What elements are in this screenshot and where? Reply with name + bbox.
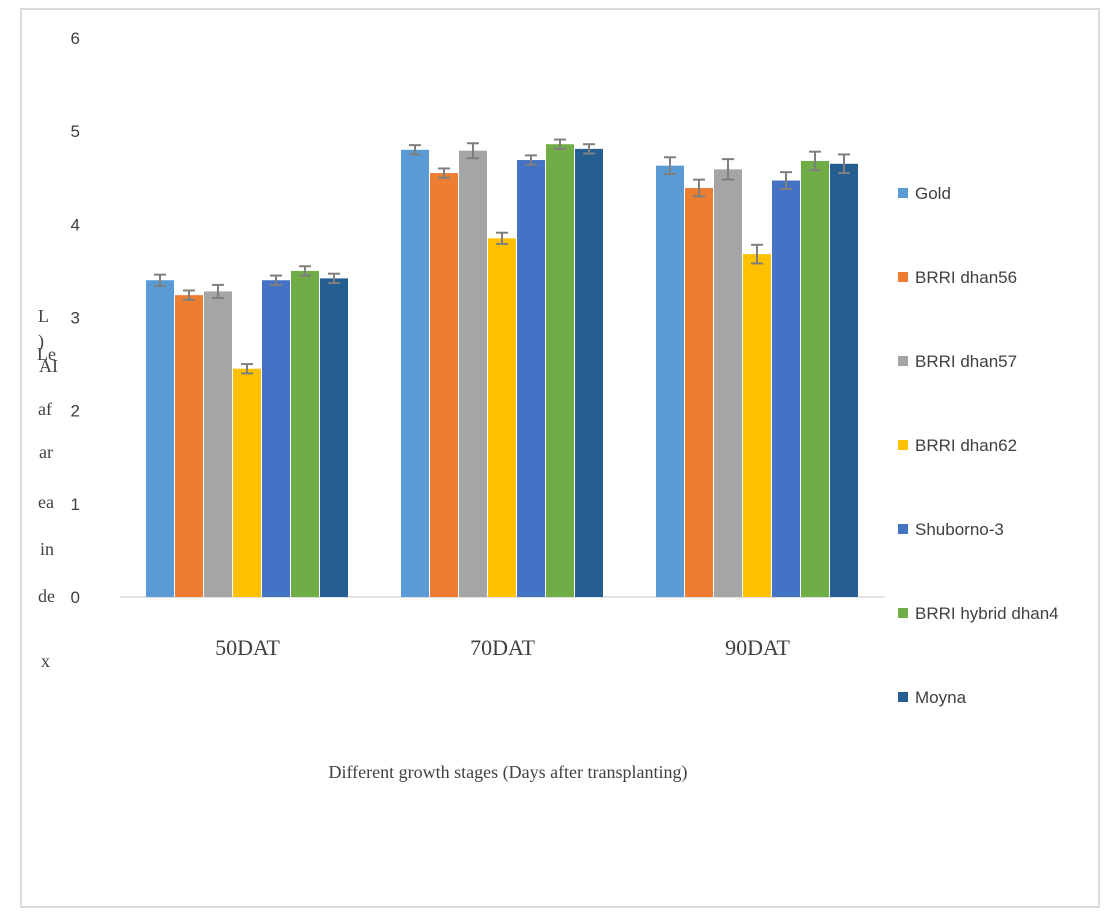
error-bar [693,178,705,198]
bar-70DAT-shuborno-3 [517,160,545,597]
error-bar [270,274,282,286]
error-bar [583,143,595,155]
y-tick-label: 5 [71,122,80,141]
y-tick-label: 4 [71,215,80,234]
error-bar [183,289,195,301]
legend-label: Gold [915,184,951,203]
legend-swatch [898,692,908,702]
legend-swatch [898,272,908,282]
y-axis-title-fragment: af [38,399,52,419]
y-axis-title-fragment: ) [38,331,44,352]
y-tick-label: 1 [71,495,80,514]
x-axis-title: Different growth stages (Days after tran… [328,762,687,783]
error-bar [154,273,166,287]
error-bar [751,243,763,265]
legend-label: BRRI dhan62 [915,436,1017,455]
legend: Gold BRRI dhan56 BRRI dhan57 BRRI dhan62 Shu… [898,184,1059,707]
bar-70DAT-moyna [575,148,603,597]
x-category-label: 50DAT [215,635,280,660]
bar-50DAT-brri-dhan56 [175,295,203,597]
error-bar [299,265,311,277]
y-axis-title-fragment: de [38,586,55,606]
bar-50DAT-moyna [320,278,348,597]
error-bars [154,138,850,375]
error-bar [664,156,676,176]
x-category-label: 90DAT [725,635,790,660]
legend-swatch [898,440,908,450]
bar-90DAT-moyna [830,163,858,597]
error-bar [525,154,537,166]
error-bar [467,142,479,160]
bar-70DAT-brri-dhan56 [430,173,458,597]
legend-label: BRRI dhan56 [915,268,1017,287]
error-bar [554,138,566,150]
bar-90DAT-brri-dhan62 [743,254,771,597]
y-tick-label: 3 [71,309,80,328]
error-bar [328,272,340,285]
bar-70DAT-brri-dhan62 [488,238,516,597]
bar-90DAT-brri-dhan57 [714,169,742,598]
error-bar [722,158,734,181]
legend-label: BRRI hybrid dhan4 [915,604,1059,623]
bar-50DAT-brri-dhan57 [204,291,232,597]
bar-50DAT-shuborno-3 [262,280,290,597]
bar-90DAT-gold [656,165,684,597]
bar-50DAT-brri-hybrid-dhan4 [291,270,319,597]
error-bar [838,153,850,175]
legend-label: Shuborno-3 [915,520,1004,539]
legend-label: Moyna [915,688,967,707]
y-tick-label: 6 [71,29,80,48]
y-axis-title-fragment: Le [37,344,56,364]
y-tick-label: 2 [71,402,80,421]
legend-swatch [898,188,908,198]
category-labels: 50DAT 70DAT 90DAT [215,635,790,660]
bar-90DAT-brri-dhan56 [685,187,713,597]
legend-label: BRRI dhan57 [915,352,1017,371]
y-axis-title-fragment: x [41,651,50,671]
y-axis-title-fragment: L [38,306,49,326]
error-bar [438,167,450,179]
error-bar [241,363,253,375]
bars [146,144,858,598]
y-tick-label: 0 [71,588,80,607]
y-axis-title-fragment: in [40,539,54,559]
y-axis-title-fragment: ea [38,492,54,512]
bar-90DAT-shuborno-3 [772,180,800,598]
x-category-label: 70DAT [470,635,535,660]
legend-swatch [898,608,908,618]
y-tick-labels: 0 1 2 3 4 5 6 [71,29,80,607]
error-bar [212,283,224,299]
y-axis-title-fragment: ar [39,442,53,462]
error-bar [496,231,508,245]
bar-50DAT-gold [146,280,174,597]
bar-90DAT-brri-hybrid-dhan4 [801,160,829,598]
bar-70DAT-gold [401,149,429,598]
error-bar [780,171,792,190]
bar-50DAT-brri-dhan62 [233,368,261,597]
legend-swatch [898,356,908,366]
legend-swatch [898,524,908,534]
error-bar [409,144,421,156]
bar-70DAT-brri-hybrid-dhan4 [546,144,574,597]
y-axis-title-fragment: AI [39,356,58,376]
error-bar [809,150,821,172]
bar-70DAT-brri-dhan57 [459,150,487,597]
